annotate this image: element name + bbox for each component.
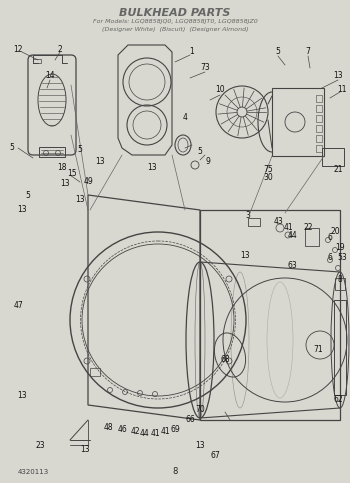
Text: 13: 13	[95, 157, 105, 167]
Text: 63: 63	[287, 260, 297, 270]
Bar	[316, 95, 322, 102]
Text: 5: 5	[26, 190, 30, 199]
Bar	[316, 105, 322, 112]
Text: 30: 30	[263, 173, 273, 183]
Text: 4: 4	[183, 114, 188, 123]
Text: 68: 68	[220, 355, 230, 365]
Text: 20: 20	[330, 227, 340, 237]
Text: 13: 13	[17, 390, 27, 399]
Bar	[90, 368, 100, 376]
Text: 6: 6	[328, 254, 332, 262]
Text: 41: 41	[150, 429, 160, 439]
Text: 7: 7	[306, 47, 310, 57]
Text: 10: 10	[215, 85, 225, 95]
Text: 23: 23	[35, 440, 45, 450]
Text: 5: 5	[275, 47, 280, 57]
Text: 73: 73	[200, 63, 210, 72]
Text: (Designer White)  (Biscuit)  (Designer Almond): (Designer White) (Biscuit) (Designer Alm…	[102, 28, 248, 32]
Text: 13: 13	[17, 205, 27, 214]
Text: 49: 49	[83, 177, 93, 186]
Text: 62: 62	[333, 396, 343, 404]
Text: 70: 70	[195, 406, 205, 414]
Text: 5: 5	[197, 147, 202, 156]
Bar	[322, 148, 344, 166]
Text: 8: 8	[338, 275, 342, 284]
Text: 71: 71	[313, 345, 323, 355]
Text: 44: 44	[140, 429, 150, 439]
Text: 11: 11	[337, 85, 347, 95]
Text: 9: 9	[205, 157, 210, 167]
Bar	[305, 228, 319, 246]
Text: 5: 5	[9, 143, 14, 153]
Text: 42: 42	[130, 427, 140, 437]
Text: 15: 15	[67, 170, 77, 179]
Text: 19: 19	[335, 243, 345, 253]
Bar	[272, 88, 324, 156]
Text: 22: 22	[303, 224, 313, 232]
Text: 69: 69	[170, 426, 180, 435]
Text: 21: 21	[333, 166, 343, 174]
Text: 13: 13	[240, 251, 250, 259]
Bar	[335, 278, 345, 290]
Text: 13: 13	[80, 445, 90, 455]
Text: 46: 46	[117, 426, 127, 435]
Text: 1: 1	[190, 47, 194, 57]
Text: 2: 2	[58, 45, 62, 55]
Text: 47: 47	[13, 300, 23, 310]
Bar	[316, 135, 322, 142]
Text: 18: 18	[57, 164, 67, 172]
Text: 48: 48	[103, 424, 113, 432]
Bar	[33, 59, 41, 63]
Text: 13: 13	[75, 196, 85, 204]
Text: 66: 66	[185, 415, 195, 425]
Bar	[316, 125, 322, 132]
Text: 13: 13	[195, 440, 205, 450]
Text: BULKHEAD PARTS: BULKHEAD PARTS	[119, 8, 231, 18]
Bar	[334, 300, 346, 395]
Text: 53: 53	[337, 254, 347, 262]
Text: 43: 43	[273, 217, 283, 227]
Text: 41: 41	[160, 427, 170, 437]
Text: 14: 14	[45, 71, 55, 80]
Bar	[316, 115, 322, 122]
Text: 13: 13	[333, 71, 343, 81]
Text: 5: 5	[78, 145, 83, 155]
Text: 6: 6	[328, 233, 332, 242]
Text: 8: 8	[172, 468, 178, 477]
Text: 13: 13	[147, 164, 157, 172]
Bar	[316, 145, 322, 152]
Bar	[39, 147, 65, 157]
Text: 41: 41	[283, 224, 293, 232]
Text: 75: 75	[263, 166, 273, 174]
Text: 13: 13	[60, 179, 70, 187]
Text: 4320113: 4320113	[18, 469, 49, 475]
Text: 3: 3	[246, 211, 251, 219]
Text: 44: 44	[288, 230, 298, 240]
Text: 67: 67	[210, 451, 220, 459]
Bar	[248, 218, 260, 226]
Text: For Models: LGQ8858JQ0, LGQ8858JT0, LGQ8858JZ0: For Models: LGQ8858JQ0, LGQ8858JT0, LGQ8…	[93, 19, 257, 25]
Text: 12: 12	[13, 45, 23, 55]
